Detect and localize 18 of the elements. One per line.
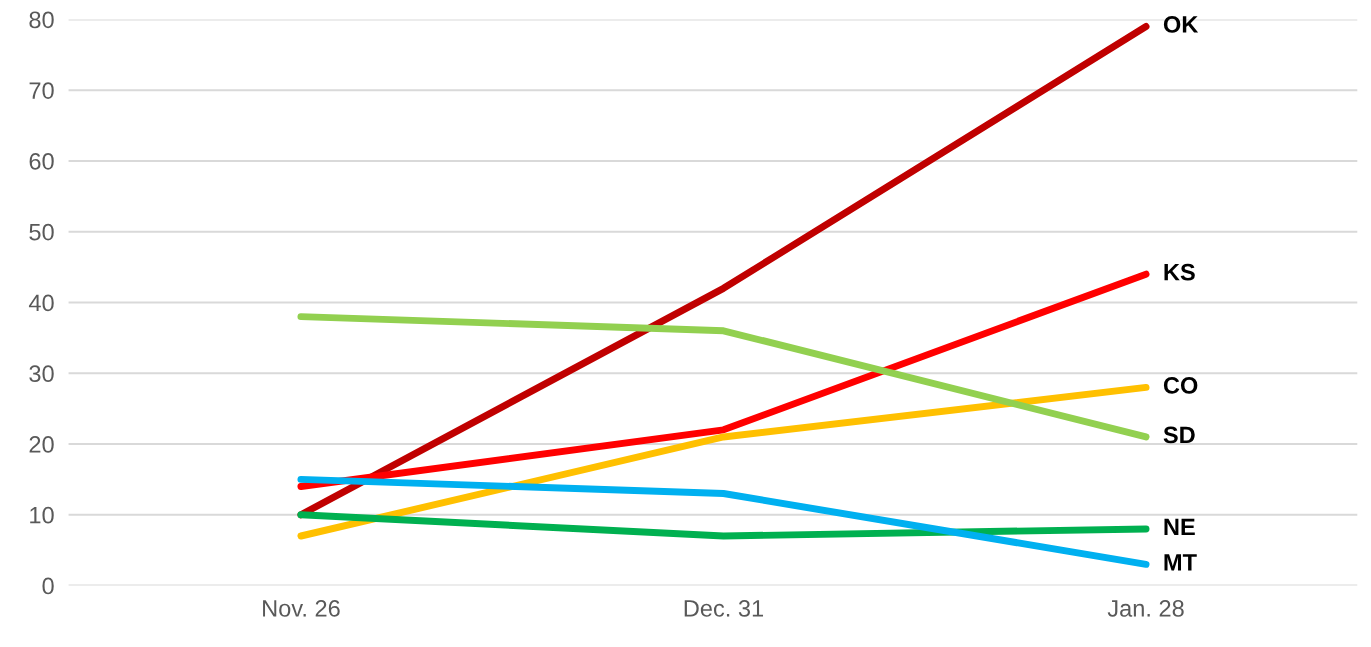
y-tick-label: 0	[42, 577, 54, 595]
x-tick-label: Nov. 26	[263, 600, 340, 617]
x-tick-label: Dec. 31	[684, 600, 764, 617]
y-tick-label: 20	[29, 436, 54, 453]
series-label: KS	[1164, 263, 1195, 281]
y-tick-label: 50	[29, 223, 54, 241]
y-tick-label: 80	[29, 11, 54, 29]
y-tick-label: 60	[29, 153, 54, 170]
y-tick-label: 30	[29, 365, 54, 383]
x-tick-label: Jan. 28	[1107, 600, 1184, 617]
series-label: OK	[1163, 16, 1199, 33]
y-tick-label: 40	[28, 294, 54, 312]
series-label: CO	[1163, 377, 1198, 394]
series-label: MT	[1164, 554, 1197, 571]
series-label: NE	[1164, 518, 1195, 536]
y-tick-label: 70	[29, 82, 54, 99]
series-label: SD	[1163, 426, 1195, 444]
y-tick-label: 10	[30, 506, 54, 524]
